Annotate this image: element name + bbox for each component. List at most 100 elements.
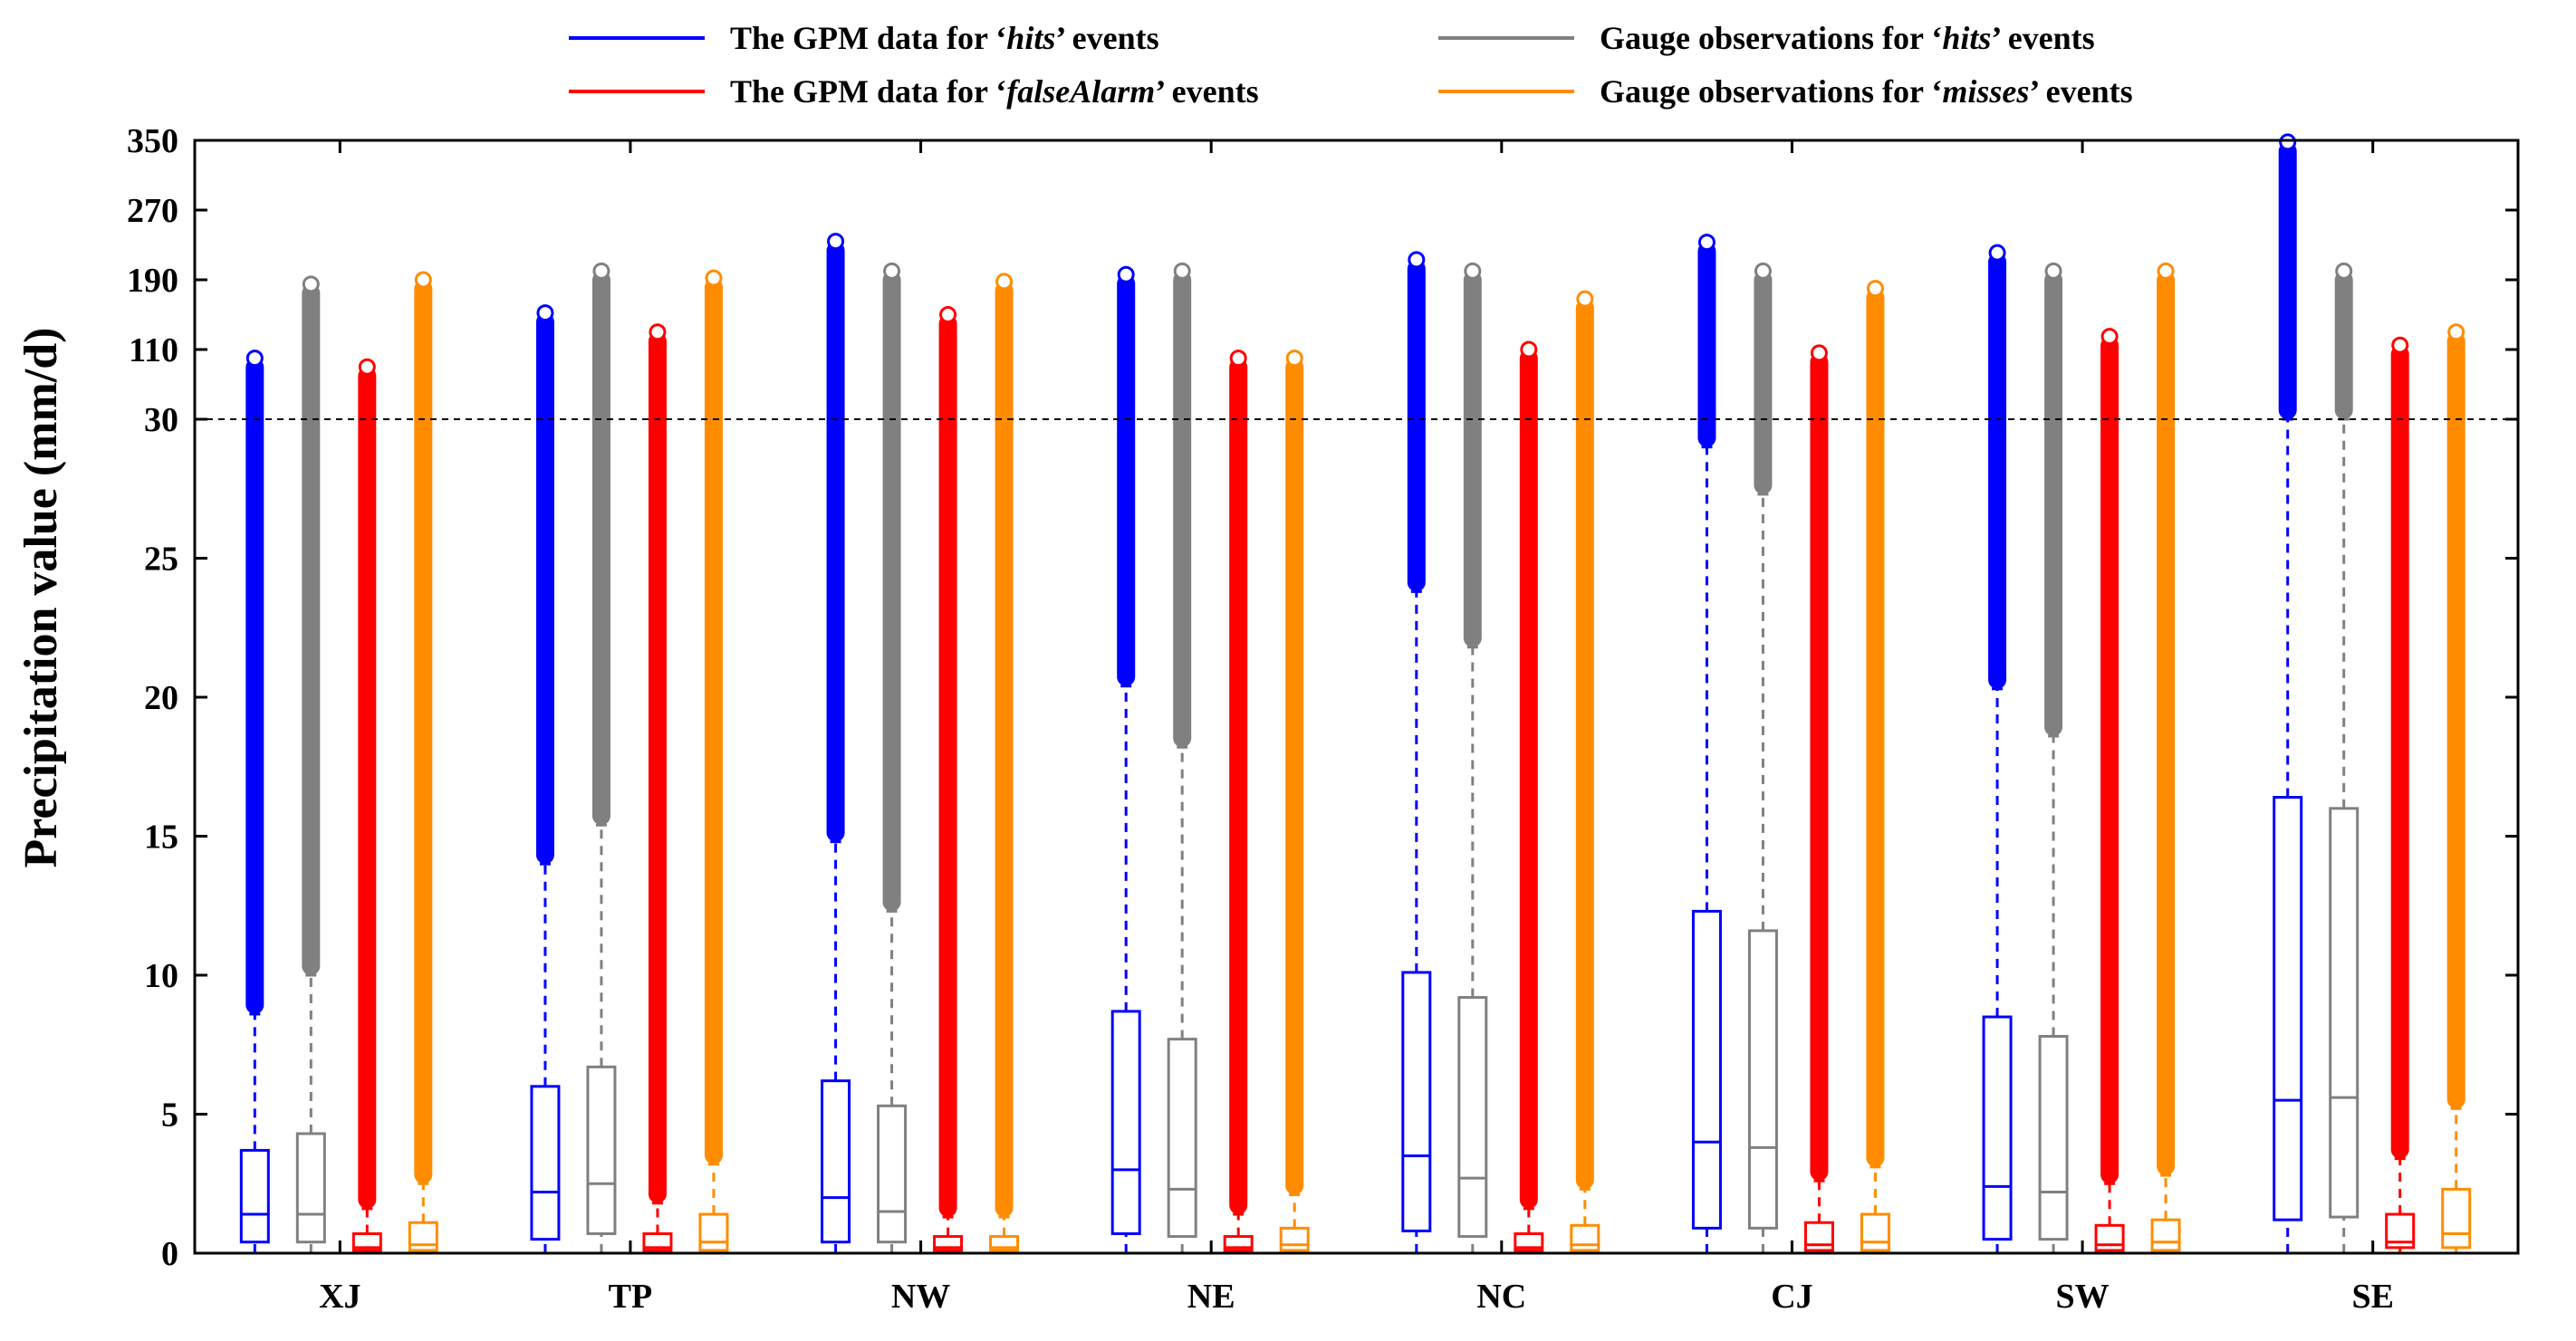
box-NC-0 (1401, 251, 1432, 1253)
box-TP-0 (530, 304, 561, 1253)
x-tick-label: NE (1187, 1278, 1235, 1316)
box-SE-0 (2273, 133, 2303, 1253)
outlier-point (592, 262, 610, 280)
outlier-point (883, 262, 901, 280)
outlier-band (591, 271, 610, 826)
iqr-box (2094, 1223, 2125, 1252)
outlier-band (704, 278, 723, 1164)
outlier-point (939, 306, 957, 323)
outlier-point (2279, 133, 2297, 151)
outlier-band (1229, 358, 1248, 1215)
iqr-box (2441, 1187, 2472, 1250)
box-NW-1 (877, 262, 908, 1253)
y-tick-label: 0 (161, 1235, 178, 1273)
outlier-point (1229, 350, 1247, 368)
outlier-point (995, 273, 1014, 291)
outlier-band (245, 358, 264, 1014)
iqr-box (1691, 909, 1722, 1230)
outlier-point (1464, 262, 1482, 280)
iqr-box (2329, 807, 2360, 1219)
outlier-point (358, 358, 376, 376)
box-NC-1 (1457, 262, 1488, 1253)
outlier-band (2100, 336, 2119, 1184)
outlier-band (2044, 271, 2063, 736)
box-XJ-2 (351, 358, 382, 1253)
outlier-band (1285, 358, 1304, 1195)
box-SE-1 (2329, 262, 2360, 1253)
box-SW-0 (1982, 244, 2013, 1253)
y-tick-label: 10 (144, 957, 178, 995)
y-tick-label: 25 (144, 541, 178, 579)
outlier-point (1408, 251, 1426, 269)
y-tick-label: 270 (127, 192, 178, 230)
y-tick-label: 5 (161, 1097, 178, 1135)
x-tick-label: NW (891, 1278, 950, 1316)
outlier-band (358, 367, 377, 1209)
box-NE-1 (1167, 262, 1197, 1253)
outlier-point (1697, 234, 1716, 252)
outlier-point (2044, 262, 2062, 280)
x-tick-label: SE (2351, 1278, 2393, 1316)
iqr-box (642, 1232, 673, 1252)
outlier-point (827, 233, 845, 251)
outlier-band (1866, 288, 1885, 1167)
box-NC-3 (1570, 290, 1600, 1253)
iqr-box (295, 1132, 326, 1244)
outlier-point (1754, 262, 1772, 280)
outlier-point (2447, 323, 2465, 341)
outlier-point (1173, 262, 1191, 280)
outlier-band (1754, 271, 1773, 494)
y-tick-label: 190 (127, 262, 178, 300)
outlier-band (882, 271, 901, 912)
outlier-band (1697, 242, 1716, 447)
iqr-box (2150, 1218, 2181, 1252)
iqr-box (877, 1104, 908, 1244)
outlier-point (705, 269, 723, 287)
box-NE-2 (1223, 350, 1254, 1253)
box-XJ-0 (239, 350, 270, 1253)
iqr-box (1110, 1010, 1141, 1236)
iqr-box (586, 1065, 617, 1236)
iqr-box (239, 1148, 270, 1244)
outlier-point (1576, 290, 1594, 308)
outlier-band (1519, 350, 1538, 1209)
iqr-box (1457, 996, 1488, 1239)
y-tick-label: 350 (127, 122, 178, 160)
box-TP-2 (642, 323, 673, 1253)
iqr-box (1401, 971, 1432, 1232)
box-SW-1 (2038, 262, 2069, 1253)
outlier-band (1988, 253, 2007, 689)
legend-entry: Gauge observations for ‘hits’ events (1600, 20, 2095, 56)
box-CJ-0 (1691, 234, 1722, 1253)
outlier-band (302, 283, 321, 975)
outlier-point (1866, 280, 1884, 298)
box-NW-0 (821, 233, 851, 1253)
iqr-box (408, 1221, 438, 1252)
box-XJ-3 (408, 271, 438, 1253)
y-tick-label: 20 (144, 679, 178, 717)
outlier-band (2446, 331, 2465, 1109)
x-tick-label: TP (609, 1278, 653, 1316)
box-SW-2 (2094, 328, 2125, 1253)
outlier-band (2278, 141, 2297, 420)
box-CJ-3 (1860, 280, 1890, 1253)
x-tick-label: CJ (1771, 1278, 1812, 1316)
iqr-box (1747, 929, 1778, 1230)
box-SE-3 (2441, 323, 2472, 1253)
box-CJ-1 (1747, 262, 1778, 1253)
axes: 0 5 10 15 20 25 30 110 190 270 350 XJ TP NW NE NC CJ SW SE (127, 122, 2520, 1316)
outlier-band (648, 331, 667, 1203)
outlier-point (2100, 328, 2119, 346)
outlier-band (1117, 274, 1136, 686)
outlier-point (302, 275, 320, 293)
legend: The GPM data for ‘hits’ events Gauge obse… (569, 20, 2133, 110)
box-NE-3 (1279, 350, 1310, 1253)
y-axis-label: Precipitation value (mm/d) (15, 328, 67, 868)
outlier-point (536, 304, 554, 322)
iqr-box (1167, 1038, 1197, 1239)
outlier-band (1463, 271, 1482, 647)
iqr-box (1982, 1015, 2013, 1241)
box-SE-2 (2385, 336, 2416, 1253)
outlier-band (1810, 352, 1829, 1182)
